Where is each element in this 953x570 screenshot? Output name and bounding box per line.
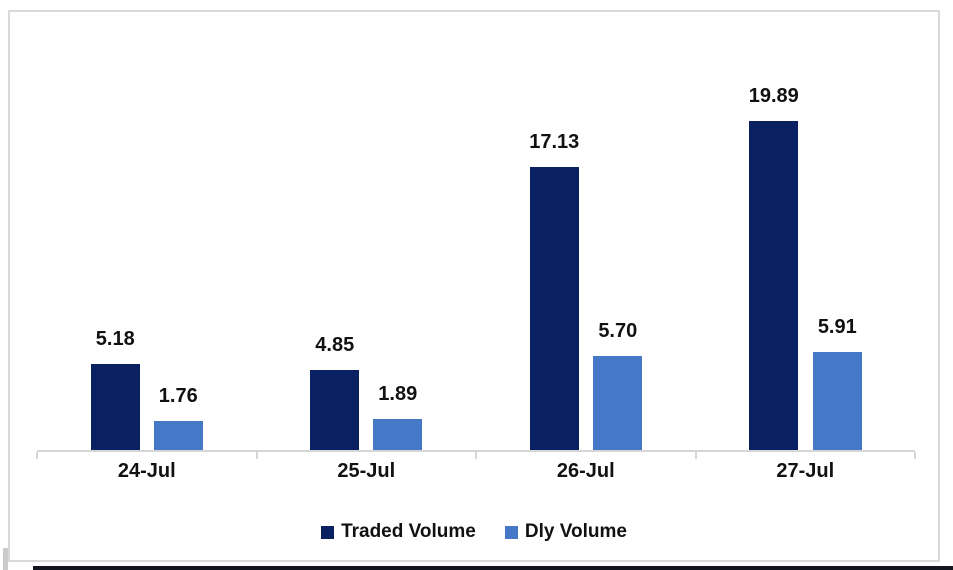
legend-label: Dly Volume — [524, 521, 627, 542]
axis-tick — [36, 452, 38, 459]
category-label: 27-Jul — [776, 460, 835, 482]
category-label: 26-Jul — [556, 460, 615, 482]
bar-slot-dly-volume: 5.91 — [812, 316, 862, 450]
category-label: 25-Jul — [337, 460, 396, 482]
legend-label: Traded Volume — [341, 521, 476, 542]
data-label: 19.89 — [748, 85, 799, 108]
data-label: 5.70 — [598, 319, 638, 342]
bar-group: 5.18 1.76 — [37, 30, 257, 450]
data-label: 1.89 — [378, 382, 418, 405]
data-label: 17.13 — [529, 130, 580, 153]
data-label: 5.18 — [95, 328, 135, 351]
bar[interactable] — [90, 364, 140, 450]
category-label: 24-Jul — [117, 460, 176, 482]
data-label: 1.76 — [158, 384, 198, 407]
bar-group: 4.85 1.89 — [257, 30, 477, 450]
bar-group: 17.13 5.70 — [476, 30, 696, 450]
bar[interactable] — [749, 121, 799, 450]
x-axis-labels: 24-Jul 25-Jul 26-Jul 27-Jul — [37, 460, 915, 483]
bar[interactable] — [812, 352, 862, 450]
bar[interactable] — [153, 420, 203, 450]
axis-tick — [694, 452, 697, 459]
legend: Traded Volume Dly Volume — [8, 521, 940, 543]
plot-area: 5.18 1.76 4.85 1.89 17.13 5.70 19.89 5.91 — [37, 30, 915, 450]
data-label: 4.85 — [315, 333, 355, 356]
bar-slot-dly-volume: 1.76 — [153, 384, 203, 450]
legend-item[interactable]: Traded Volume — [321, 521, 476, 543]
bar-slot-dly-volume: 1.89 — [373, 382, 423, 450]
bar[interactable] — [593, 355, 643, 450]
axis-tick — [255, 452, 258, 459]
bar-slot-traded-volume: 19.89 — [749, 85, 799, 450]
x-axis-ticks — [36, 452, 916, 459]
bar[interactable] — [373, 418, 423, 450]
axis-tick — [475, 452, 477, 459]
bar-slot-traded-volume: 4.85 — [310, 333, 360, 450]
bar-slot-traded-volume: 5.18 — [90, 328, 140, 450]
x-axis-line — [37, 450, 915, 452]
bar-group: 19.89 5.91 — [696, 30, 916, 450]
scrollbar-fragment[interactable] — [3, 548, 8, 570]
bar-slot-dly-volume: 5.70 — [593, 319, 643, 450]
axis-tick — [914, 452, 916, 459]
data-label: 5.91 — [817, 316, 857, 339]
bottom-edge-bar — [33, 566, 953, 570]
legend-swatch-icon — [321, 525, 335, 539]
legend-item[interactable]: Dly Volume — [504, 521, 627, 543]
bar[interactable] — [529, 166, 579, 450]
bar[interactable] — [310, 369, 360, 450]
bar-slot-traded-volume: 17.13 — [529, 131, 579, 450]
legend-swatch-icon — [504, 525, 518, 539]
